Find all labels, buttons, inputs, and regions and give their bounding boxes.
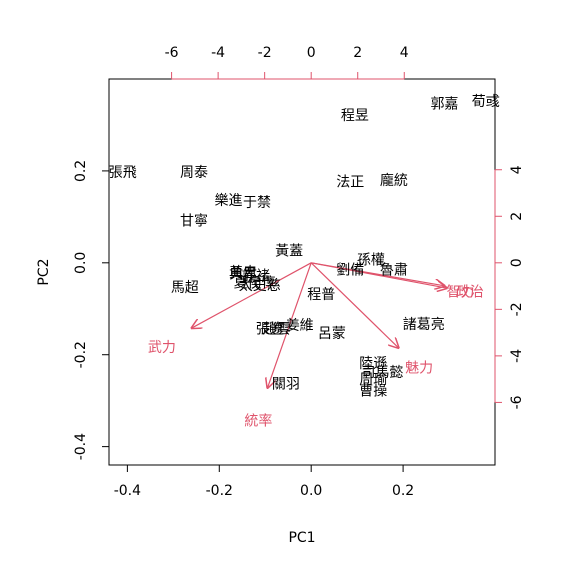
top-tick-label: 2 — [353, 45, 362, 61]
variable-label: 統率 — [244, 412, 272, 429]
observation-label: 太史慈 — [239, 278, 281, 294]
variable-label: 武力 — [148, 340, 176, 356]
top-tick-label: 4 — [400, 45, 409, 61]
y-axis-left: -0.4 -0.2 0.0 0.2 — [73, 160, 109, 460]
loading-arrow — [311, 262, 444, 286]
observation-label: 周瑜 — [359, 372, 387, 388]
observation-label: 許褚 — [242, 269, 270, 285]
x-axis-top: -6 -4 -2 0 2 4 — [165, 45, 409, 80]
top-tick-label: -6 — [165, 45, 179, 61]
x-tick-label: -0.2 — [206, 483, 233, 499]
observation-label: 關羽 — [272, 377, 300, 393]
right-tick-label: -4 — [509, 349, 525, 363]
y-tick-label: 0.0 — [73, 252, 89, 274]
observation-label: 張遼 — [256, 321, 284, 337]
observation-label: 曹操 — [359, 383, 387, 399]
right-tick-label: -2 — [509, 302, 525, 316]
observation-label: 甘寧 — [180, 212, 208, 229]
loading-arrow — [192, 262, 312, 328]
y-tick-label: -0.2 — [73, 341, 89, 368]
observation-label: 魯肅 — [380, 263, 408, 279]
observation-label: 趙雲 — [263, 321, 291, 337]
observation-label: 張飛 — [109, 165, 137, 181]
loading-arrow — [268, 262, 312, 388]
observation-label: 陸遜 — [359, 356, 387, 372]
observation-label: 姜維 — [286, 318, 314, 334]
observation-label: 荀彧 — [472, 94, 500, 110]
variable-label: 魅力 — [405, 361, 433, 377]
right-tick-label: 4 — [509, 165, 525, 174]
observation-label: 程普 — [307, 287, 335, 303]
observation-label: 于禁 — [243, 195, 271, 211]
y-axis-right: -6 -4 -2 0 2 4 — [494, 165, 525, 409]
top-tick-label: -4 — [211, 45, 225, 61]
observation-label: 諸葛亮 — [403, 316, 445, 333]
observation-label: 郭嘉 — [430, 95, 458, 112]
observation-label: 呂蒙 — [318, 326, 346, 342]
y-tick-label: -0.4 — [73, 433, 89, 460]
observation-label: 黃蓋 — [275, 243, 303, 259]
x-tick-label: -0.4 — [114, 483, 141, 499]
observation-label: 司馬懿 — [361, 365, 403, 381]
observation-label: 黃忠 — [229, 265, 257, 281]
plot-frame — [108, 78, 496, 466]
x-tick-label: 0.2 — [392, 483, 414, 499]
variable-label: 政治 — [456, 285, 484, 301]
observation-label: 馬超 — [171, 280, 199, 296]
observation-label: 孫權 — [357, 253, 385, 269]
observation-label: 典韋 — [229, 266, 257, 282]
observation-label: 周泰 — [180, 165, 208, 181]
right-tick-label: -6 — [509, 395, 525, 409]
x-tick-label: 0.0 — [300, 483, 322, 499]
x-axis-label: PC1 — [288, 530, 315, 546]
observation-label: 法正 — [336, 174, 364, 190]
observation-label: 龐統 — [380, 172, 408, 189]
top-tick-label: -2 — [258, 45, 272, 61]
top-tick-label: 0 — [307, 45, 316, 61]
observation-label: 夏侯惇 — [234, 274, 276, 291]
y-axis-label: PC2 — [36, 258, 52, 285]
observation-label: 程昱 — [341, 108, 369, 124]
variable-label: 智力 — [447, 285, 475, 301]
loading-arrow — [310, 262, 398, 348]
y-tick-label: 0.2 — [73, 160, 89, 182]
observation-label: 樂進 — [214, 192, 242, 209]
x-axis-bottom: -0.4 -0.2 0.0 0.2 — [114, 464, 414, 499]
right-tick-label: 0 — [509, 258, 525, 267]
right-tick-label: 2 — [509, 212, 525, 221]
observation-label: 劉備 — [336, 263, 364, 279]
